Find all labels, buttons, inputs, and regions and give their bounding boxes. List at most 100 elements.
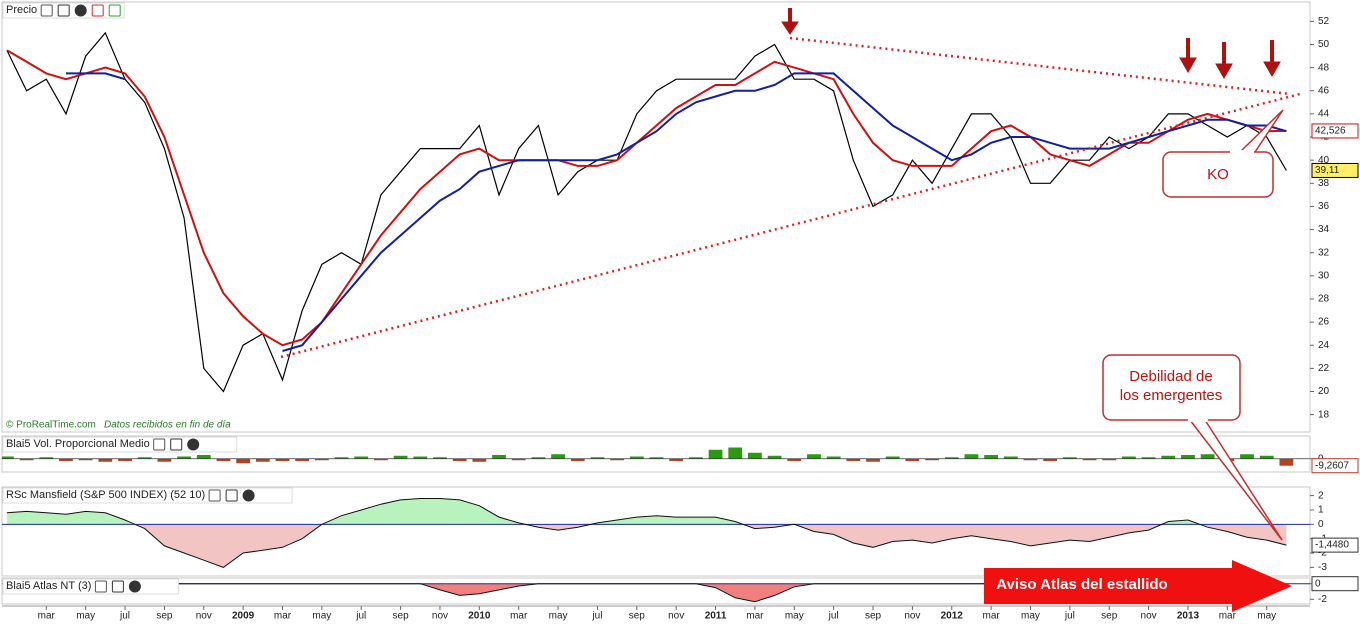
last-value-box (1311, 123, 1359, 139)
callout-text: los emergentes (1120, 387, 1223, 404)
bar (1082, 458, 1097, 461)
y-tick-label: 28 (1318, 294, 1330, 305)
last-value-label: -9,2607 (1315, 460, 1349, 471)
bar (295, 458, 310, 461)
panel-icon[interactable] (128, 580, 141, 593)
bar (708, 449, 723, 459)
callout-text: Debilidad de (1129, 368, 1212, 385)
y-tick-label: 36 (1318, 201, 1330, 212)
bar (2, 456, 14, 459)
callout-box (1162, 151, 1274, 198)
bar (472, 458, 487, 462)
x-tick-label: may (549, 611, 568, 622)
x-tick-label: mar (510, 611, 528, 622)
bar (688, 457, 703, 459)
arrows (781, 8, 1281, 80)
x-tick-label: jul (1064, 611, 1075, 622)
bar (1062, 457, 1077, 459)
price-line (66, 72, 1287, 352)
x-tick-label: may (785, 611, 804, 622)
last-value-box (1311, 537, 1359, 553)
bar (98, 458, 113, 462)
y-tick-label: 0 (1318, 519, 1324, 530)
x-tick-label: sep (629, 611, 646, 622)
panel-title: RSc Mansfield (S&P 500 INDEX) (52 10) (6, 489, 205, 501)
y-tick-label: 48 (1318, 62, 1330, 73)
bar (275, 458, 290, 461)
panel-title: Blai5 Vol. Proporcional Medio (6, 438, 150, 450)
arrow-head (1263, 61, 1281, 78)
bar (511, 458, 526, 461)
bar (610, 458, 625, 461)
y-tick-label: -2 (1318, 548, 1327, 559)
panel-icon[interactable] (170, 438, 183, 451)
bar (236, 458, 251, 464)
last-value-label: 42,526 (1315, 126, 1346, 137)
footer: © ProRealTime.com (6, 420, 96, 431)
bar (807, 454, 821, 459)
x-tick-label: mar (983, 611, 1001, 622)
panel-title: Precio (6, 4, 37, 16)
callout-pointer (1239, 109, 1284, 153)
y-tick-label: 38 (1318, 178, 1330, 189)
last-value-box (1311, 576, 1359, 592)
panel-icon[interactable] (91, 4, 104, 17)
bar (925, 458, 939, 461)
area-positive (6, 498, 1200, 525)
x-tick-label: mar (38, 611, 56, 622)
plot (6, 31, 1287, 393)
y-tick-label: 1 (1318, 505, 1324, 516)
x-tick-label: sep (865, 611, 882, 622)
bar (452, 458, 467, 461)
banner-text: Aviso Atlas del estallido (996, 576, 1167, 593)
footer-note: Datos recibidos en fin de día (104, 420, 231, 431)
panel-icon[interactable] (208, 489, 221, 502)
bar (1279, 458, 1294, 466)
x-tick-label: may (76, 611, 95, 622)
y-tick-label: 44 (1318, 109, 1330, 120)
bar (885, 456, 900, 459)
y-tick-label: 50 (1318, 39, 1330, 50)
bar (767, 455, 782, 459)
last-value-label: -1,4480 (1315, 540, 1349, 551)
x-tick-label: 2009 (232, 611, 255, 622)
price-line (6, 49, 1287, 347)
x-tick-label: 2010 (468, 611, 491, 622)
callout-box (1102, 354, 1241, 421)
y-tick-label: 34 (1318, 224, 1330, 235)
panel-icon[interactable] (40, 4, 53, 17)
bar (1181, 455, 1195, 459)
x-tick-label: 2011 (705, 611, 727, 622)
x-tick-label: jul (591, 611, 602, 622)
x-tick-label: sep (156, 611, 173, 622)
bar (649, 457, 664, 459)
panel-icon[interactable] (111, 580, 124, 593)
bar (59, 458, 73, 461)
panel-icon[interactable] (74, 4, 87, 17)
panel-icon[interactable] (153, 438, 166, 451)
y-tick-label: 18 (1318, 409, 1330, 420)
bar (1161, 455, 1176, 459)
panel-icon[interactable] (108, 4, 121, 17)
bar (905, 458, 920, 461)
bar (413, 456, 428, 459)
plot (2, 447, 1310, 466)
bar (314, 458, 329, 461)
panel-icon[interactable] (225, 489, 238, 502)
bar (354, 456, 369, 459)
bar (1200, 454, 1215, 459)
x-tick-label: sep (393, 611, 410, 622)
last-value-box (1311, 458, 1359, 474)
panel-icon[interactable] (187, 438, 200, 451)
x-tick-label: jul (828, 611, 839, 622)
bar (1259, 455, 1274, 459)
bar (492, 455, 506, 459)
panel-icon[interactable] (94, 580, 107, 593)
bar (1023, 458, 1038, 461)
panel-icon[interactable] (242, 489, 255, 502)
bar (846, 458, 861, 461)
panel-icon[interactable] (57, 4, 70, 17)
y-tick-label: -3 (1318, 562, 1327, 573)
bar (787, 458, 802, 461)
